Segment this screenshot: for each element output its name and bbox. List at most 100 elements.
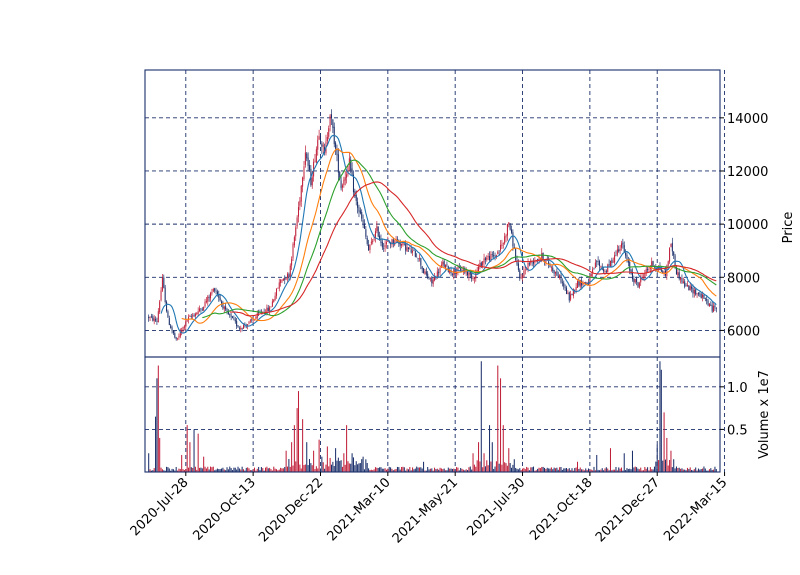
candle-body [517, 263, 519, 270]
volume-bar [336, 460, 338, 472]
candle-body [219, 297, 221, 301]
volume-bar [478, 442, 480, 472]
volume-bar [541, 466, 543, 472]
volume-bar [189, 442, 191, 472]
candle-body [423, 268, 425, 274]
volume-bar [193, 429, 195, 472]
volume-bar [472, 453, 474, 472]
volume-bar [229, 466, 231, 472]
volume-bar [570, 470, 572, 472]
candle-body [568, 292, 570, 301]
candle-body [189, 315, 191, 317]
volume-bar [446, 470, 448, 472]
volume-bar [385, 469, 387, 472]
candle-body [634, 279, 636, 283]
volume-bar [531, 467, 533, 472]
candle-body [291, 259, 293, 266]
volume-bar [620, 467, 622, 472]
candle-body [343, 179, 345, 186]
candle-body [401, 243, 403, 246]
volume-bar [289, 466, 291, 472]
candle-body [682, 281, 684, 284]
candle-body [652, 260, 654, 266]
candle-body [616, 249, 618, 255]
candle-body [528, 263, 530, 265]
candle-body [341, 185, 343, 188]
volume-bar [590, 469, 592, 472]
volume-bar [370, 469, 372, 472]
volume-bar [170, 470, 172, 472]
volume-bar [713, 469, 715, 472]
candle-body [315, 149, 317, 163]
volume-bar [523, 467, 525, 472]
volume-bar [186, 425, 188, 472]
candle-body [185, 320, 187, 327]
candle-body [317, 139, 319, 150]
volume-bar [355, 461, 357, 472]
candle-body [278, 282, 280, 289]
volume-bar [559, 467, 561, 472]
candle-body [493, 255, 495, 257]
volume-bar [480, 361, 482, 472]
volume-bar [615, 466, 617, 472]
volume-bar [299, 464, 301, 472]
volume-bar [218, 469, 220, 472]
candle-body [340, 180, 342, 189]
volume-bar [157, 365, 159, 472]
candle-body [550, 267, 552, 268]
volume-bar [587, 468, 590, 472]
volume-bar [416, 466, 418, 472]
candle-body [281, 280, 283, 282]
candle-body [511, 229, 513, 233]
volume-bar [604, 468, 606, 472]
volume-bar [241, 466, 243, 472]
candle-body [666, 265, 668, 276]
volume-bar [159, 437, 161, 472]
volume-bar [550, 467, 552, 472]
candle-body [295, 227, 297, 237]
volume-bar [688, 469, 690, 472]
volume-bar [267, 468, 269, 472]
volume-bar [237, 466, 239, 472]
candle-body [396, 239, 398, 241]
volume-bar [340, 460, 342, 472]
candle-body [462, 269, 464, 271]
volume-bar [427, 467, 429, 472]
candle-body [627, 260, 629, 263]
candle-body [567, 293, 569, 294]
candle-body [604, 271, 606, 273]
candle-body [704, 297, 706, 299]
volume-bar [479, 461, 481, 472]
candle-body [570, 294, 572, 300]
volume-bar [310, 463, 312, 472]
volume-bar [714, 466, 716, 472]
volume-bar [530, 467, 532, 472]
candle-body [175, 337, 177, 340]
volume-bar [284, 466, 286, 472]
candle-body [572, 288, 574, 296]
candle-body [451, 274, 453, 275]
candle-body [501, 244, 503, 246]
candle-body [693, 289, 695, 294]
candle-body [204, 301, 206, 307]
volume-bar [308, 459, 311, 472]
candle-body [432, 279, 434, 284]
volume-bar [673, 459, 675, 472]
candle-body [671, 242, 673, 252]
candle-body [446, 264, 448, 266]
volume-bar [403, 467, 405, 472]
candle-body [412, 250, 414, 253]
volume-bar [215, 469, 217, 472]
volume-bar [245, 467, 247, 472]
volume-bar [630, 469, 632, 472]
volume-bar [494, 466, 496, 472]
volume-bar [524, 469, 526, 472]
volume-bar [348, 463, 350, 472]
volume-bar [259, 470, 261, 472]
volume-bar [545, 468, 547, 472]
candle-body [225, 306, 227, 310]
price-y-tick-label: 14000 [727, 112, 768, 127]
candle-body [673, 251, 675, 256]
volume-bar [520, 470, 522, 472]
price-panel: 6000 8000 10000 12000 14000 Price [144, 69, 796, 358]
